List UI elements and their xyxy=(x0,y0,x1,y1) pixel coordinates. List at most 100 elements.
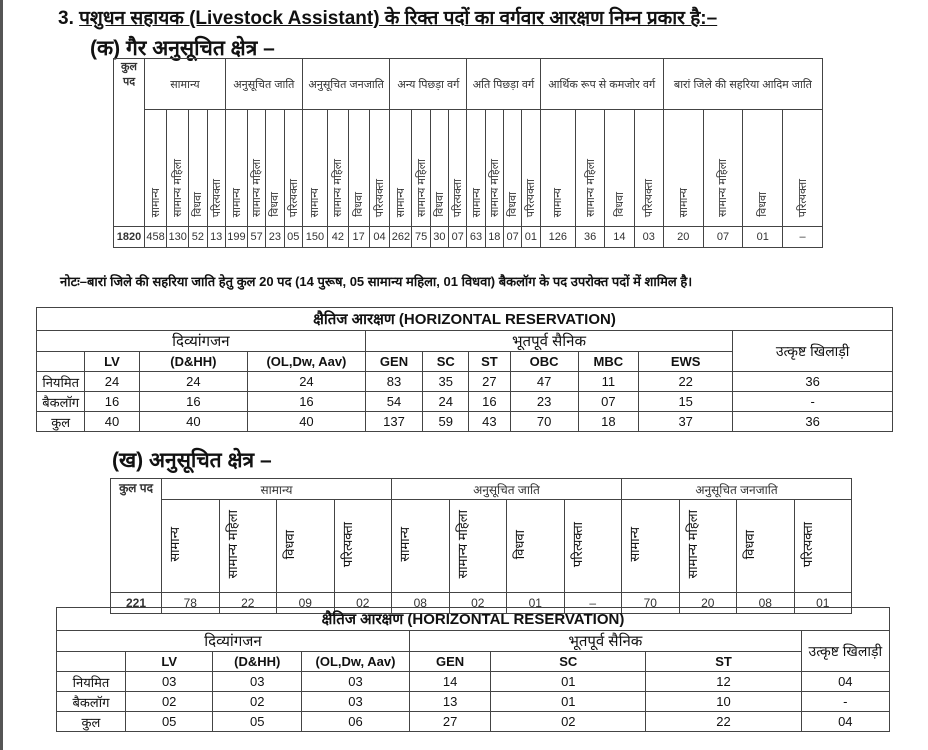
table-cell: 35 xyxy=(422,371,470,392)
subcategory-label: सामान्य xyxy=(150,187,163,217)
document-heading: 3. पशुधन सहायक (Livestock Assistant) के … xyxy=(58,4,717,30)
table-row: नियमित 03 03 03 14 01 12 04 xyxy=(56,671,891,692)
table-cell: 59 xyxy=(422,411,470,432)
subcategory-label: विधवा xyxy=(433,192,446,217)
table-cell: 03 xyxy=(124,671,214,692)
table-cell: 01 xyxy=(521,226,541,248)
table-cell: 54 xyxy=(364,391,424,412)
table-cell: 02 xyxy=(490,711,647,732)
subcategory-header: सामान्य महिला xyxy=(702,109,744,227)
subcategory-header: सामान्य xyxy=(161,499,220,593)
category-group-header: बारां जिले की सहरिया आदिम जाति xyxy=(662,58,824,110)
subcategory-label: विधवा xyxy=(757,192,770,217)
subcategory-header: विधवा xyxy=(506,499,565,593)
table-cell: 24 xyxy=(422,391,470,412)
row-label: बैकलॉग xyxy=(35,391,86,412)
subcategory-header: विधवा xyxy=(265,109,285,227)
section-b-title: (ख) अनुसूचित क्षेत्र – xyxy=(112,449,272,472)
table-cell: 15 xyxy=(638,391,734,412)
subcategory-label: सामान्य xyxy=(627,527,642,562)
column-header: SC xyxy=(422,351,470,372)
window-edge xyxy=(0,0,3,750)
subcategory-header: सामान्य महिला xyxy=(448,499,507,593)
subcategory-header: परित्यक्ता xyxy=(563,499,622,593)
column-header: LV xyxy=(124,651,214,672)
subcategory-label: विधवा xyxy=(192,192,205,217)
subcategory-label: परित्यक्ता xyxy=(643,178,656,217)
subcategory-label: सामान्य महिला xyxy=(172,159,185,217)
subcategory-header: विधवा xyxy=(276,499,335,593)
subcategory-header: सामान्य xyxy=(389,109,413,227)
subcategory-label: सामान्य xyxy=(552,187,565,217)
subcategory-label: सामान्य xyxy=(230,187,243,217)
subcategory-header: विधवा xyxy=(429,109,450,227)
category-group-header: अनुसूचित जाति xyxy=(224,58,303,110)
subcategory-label: परित्यक्ता xyxy=(210,178,223,217)
subcategory-header: विधवा xyxy=(502,109,523,227)
group-header-sportsperson: उत्कृष्ट खिलाड़ी xyxy=(732,330,893,372)
row-label: नियमित xyxy=(56,671,126,692)
empty-header-cell xyxy=(56,651,126,672)
column-header: LV xyxy=(84,351,140,372)
subcategory-header: सामान्य xyxy=(539,109,577,227)
subcategory-label: सामान्य xyxy=(677,187,690,217)
table-cell: 06 xyxy=(301,711,410,732)
table-cell: 05 xyxy=(212,711,303,732)
subcategory-label: सामान्य महिला xyxy=(454,510,470,579)
subcategory-header: सामान्य xyxy=(621,499,680,593)
table-cell: 11 xyxy=(577,371,640,392)
table-cell: 126 xyxy=(539,226,577,248)
category-group-header: आर्थिक रूप से कमजोर वर्ग xyxy=(539,58,664,110)
subcategory-label: विधवा xyxy=(282,529,297,560)
group-header-divyangjan: दिव्यांगजन xyxy=(56,630,410,652)
table-cell: – xyxy=(782,226,823,248)
subcategory-label: परित्यक्ता xyxy=(373,178,386,217)
table-cell: 199 xyxy=(224,226,248,248)
table-cell: 40 xyxy=(138,411,249,432)
table-cell: 16 xyxy=(247,391,366,412)
subcategory-header: सामान्य xyxy=(224,109,248,227)
table-cell: 20 xyxy=(662,226,704,248)
total-posts-header: कुल पद xyxy=(113,58,145,227)
table-cell: 07 xyxy=(448,226,468,248)
subcategory-label: सामान्य महिला xyxy=(684,510,700,579)
subcategory-header: विधवा xyxy=(736,499,795,593)
table-cell: 36 xyxy=(574,226,606,248)
table-cell: 37 xyxy=(638,411,734,432)
subcategory-label: विधवा xyxy=(507,192,520,217)
table-cell: 43 xyxy=(468,411,511,432)
subcategory-header: परित्यक्ता xyxy=(206,109,226,227)
table-cell: 16 xyxy=(138,391,249,412)
subcategory-header: सामान्य xyxy=(662,109,704,227)
subcategory-label: सामान्य महिला xyxy=(224,510,240,579)
table-cell: 27 xyxy=(468,371,511,392)
table-cell: 03 xyxy=(301,671,410,692)
table-cell: 130 xyxy=(166,226,190,248)
table-row: बैकलॉग 16 16 16 54 24 16 23 07 15- xyxy=(35,391,893,412)
subcategory-label: परित्यक्ता xyxy=(339,521,355,568)
subcategory-header: परित्यक्ता xyxy=(283,109,303,227)
subcategory-label: परित्यक्ता xyxy=(525,178,538,217)
table-row: 1820 458 130 52 13 199 57 23 05 150 42 17 04 262 75 30 0… xyxy=(113,226,823,248)
group-header-ex-servicemen: भूतपूर्व सैनिक xyxy=(408,630,802,652)
table-cell: 23 xyxy=(509,391,579,412)
table-cell: 05 xyxy=(124,711,214,732)
column-header: OBC xyxy=(509,351,579,372)
subcategory-label: सामान्य महिला xyxy=(488,159,501,217)
scheduled-area-table: कुल पद सामान्य अनुसूचित जाति अनुसूचित जनजात… xyxy=(110,478,852,614)
subcategory-header: परित्यक्ता xyxy=(793,499,852,593)
table-cell: 36 xyxy=(732,411,893,432)
subcategory-label: सामान्य xyxy=(397,527,412,562)
subcategory-header: सामान्य महिला xyxy=(678,499,737,593)
table-cell: 16 xyxy=(84,391,140,412)
table-cell: 22 xyxy=(638,371,734,392)
table-cell: 70 xyxy=(509,411,579,432)
section-a-title: (क) गैर अनुसूचित क्षेत्र – xyxy=(90,37,275,60)
subcategory-label: परित्यक्ता xyxy=(287,178,300,217)
total-posts-value: 1820 xyxy=(113,226,145,248)
total-posts-header: कुल पद xyxy=(110,478,162,593)
category-group-header: अन्य पिछड़ा वर्ग xyxy=(389,58,468,110)
table-cell: 75 xyxy=(411,226,431,248)
horizontal-reservation-table-a: क्षैतिज आरक्षण (HORIZONTAL RESERVATION) द… xyxy=(35,307,893,432)
subcategory-label: सामान्य xyxy=(395,187,408,217)
